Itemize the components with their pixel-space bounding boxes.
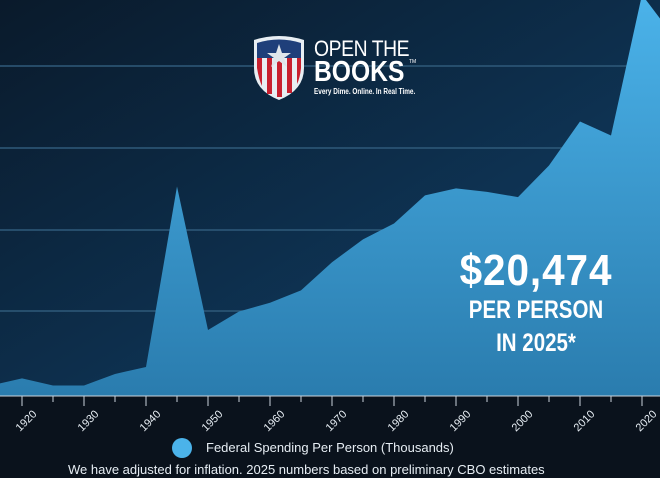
callout-amount: $20,474 bbox=[459, 246, 613, 295]
logo-title: OPEN THE bbox=[314, 36, 410, 61]
x-tick-label: 2010 bbox=[572, 408, 598, 434]
legend: Federal Spending Per Person (Thousands) bbox=[172, 437, 454, 459]
footnote: We have adjusted for inflation. 2025 num… bbox=[68, 462, 545, 477]
open-the-books-logo: OPEN THE BOOKS TM Every Dime. Online. In… bbox=[252, 34, 422, 100]
callout: $20,474 PER PERSON IN 2025* bbox=[436, 248, 636, 360]
x-tick-label: 2020 bbox=[634, 408, 660, 434]
x-tick-label: 1950 bbox=[200, 408, 226, 434]
x-tick-label: 1960 bbox=[262, 408, 288, 434]
x-tick-label: 1930 bbox=[76, 408, 102, 434]
callout-year: IN 2025* bbox=[496, 329, 576, 357]
x-tick-label: 1970 bbox=[324, 408, 350, 434]
x-tick-label: 2000 bbox=[510, 408, 536, 434]
logo-trademark: TM bbox=[409, 59, 417, 65]
legend-label: Federal Spending Per Person (Thousands) bbox=[206, 440, 454, 455]
x-tick-label: 1940 bbox=[138, 408, 164, 434]
callout-per-person: PER PERSON bbox=[468, 296, 604, 324]
legend-swatch bbox=[172, 438, 192, 458]
flag-shield-icon bbox=[254, 36, 304, 100]
spending-area bbox=[0, 0, 660, 396]
logo-tagline: Every Dime. Online. In Real Time. bbox=[314, 87, 416, 96]
x-tick-label: 1990 bbox=[448, 408, 474, 434]
x-tick-label: 1920 bbox=[14, 408, 40, 434]
logo-books: BOOKS bbox=[314, 56, 405, 88]
x-tick-label: 1980 bbox=[386, 408, 412, 434]
